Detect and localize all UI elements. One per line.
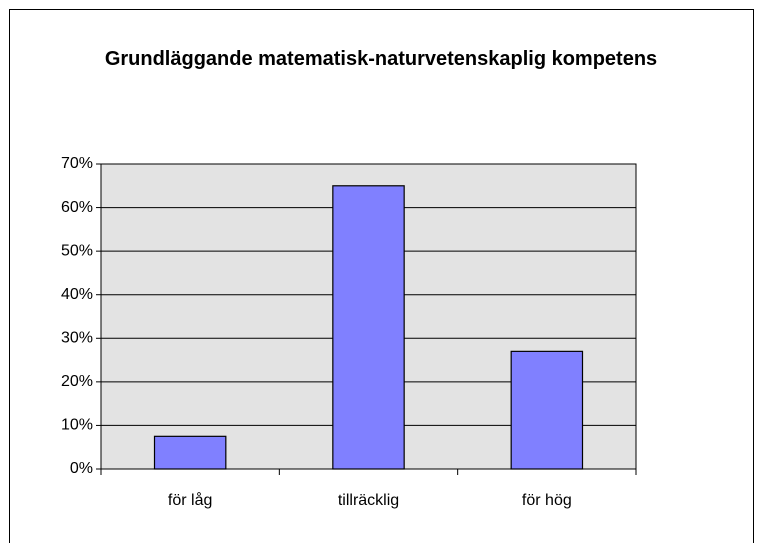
x-tick-label: för hög [522, 492, 572, 509]
chart-title: Grundläggande matematisk-naturvetenskapl… [104, 48, 658, 70]
bar [153, 435, 227, 470]
y-tick-label: 30% [61, 330, 93, 347]
y-tick-label: 20% [61, 373, 93, 390]
y-tick-label: 70% [61, 155, 93, 172]
bar [332, 185, 405, 470]
x-tick-label: för låg [168, 491, 212, 509]
x-tick-label: tillräcklig [338, 492, 399, 509]
y-tick-label: 0% [70, 460, 93, 477]
bar [510, 350, 584, 470]
y-tick-label: 50% [61, 242, 93, 259]
y-tick-label: 40% [61, 286, 93, 303]
y-tick-label: 10% [61, 417, 93, 434]
y-tick-label: 60% [61, 199, 93, 216]
